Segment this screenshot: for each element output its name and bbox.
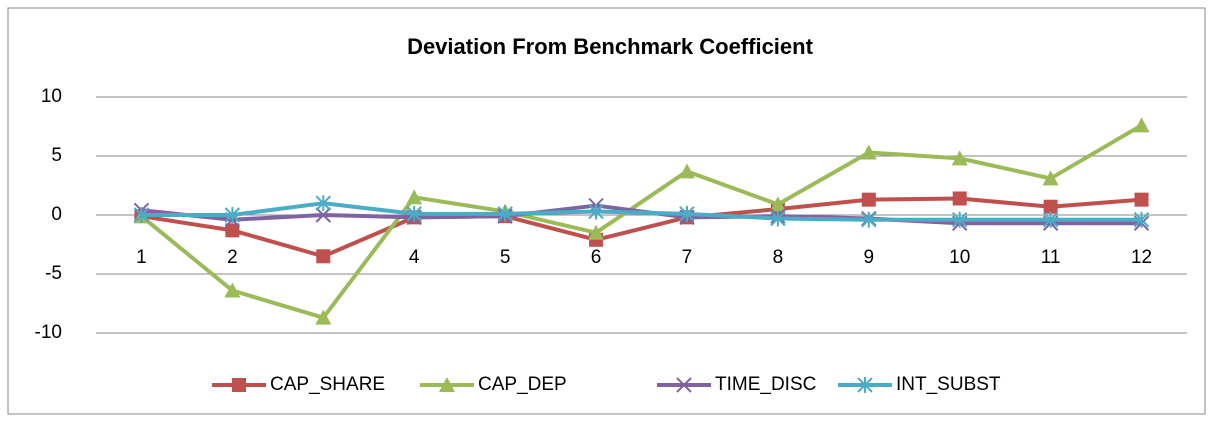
- marker: [860, 144, 877, 160]
- marker: [224, 207, 241, 223]
- x-tick-label: 1: [136, 247, 147, 268]
- marker: [1133, 117, 1150, 133]
- x-tick-label: 5: [500, 247, 511, 268]
- series-line: [140, 123, 1143, 320]
- x-tick-label: 2: [227, 247, 238, 268]
- x-tick-label: 6: [591, 247, 602, 268]
- y-tick-label: 10: [41, 86, 62, 107]
- x-tick-label: 4: [409, 247, 420, 268]
- marker: [1043, 199, 1058, 214]
- marker: [316, 249, 331, 264]
- legend-label: TIME_DISC: [715, 374, 816, 395]
- marker: [588, 224, 605, 240]
- marker: [315, 309, 332, 325]
- marker: [861, 211, 877, 228]
- series-line: [141, 201, 1142, 222]
- marker: [224, 282, 241, 298]
- marker: [1133, 211, 1150, 228]
- marker: [406, 189, 423, 205]
- marker: [769, 196, 786, 212]
- marker: [951, 150, 968, 166]
- series-line: [141, 196, 1142, 259]
- legend-label: INT_SUBST: [896, 374, 1001, 395]
- y-tick-label: -10: [35, 322, 62, 343]
- x-tick-label: 12: [1131, 247, 1152, 268]
- marker: [588, 203, 604, 220]
- x-tick-label: 8: [773, 247, 784, 268]
- marker: [225, 223, 240, 238]
- legend-label: CAP_SHARE: [270, 374, 385, 395]
- legend-marker: [676, 377, 692, 393]
- marker: [497, 205, 513, 222]
- y-tick-label: 0: [51, 204, 62, 225]
- marker: [133, 207, 150, 223]
- marker: [315, 195, 331, 212]
- legend-marker: [857, 377, 873, 393]
- marker: [679, 205, 695, 222]
- marker: [406, 205, 422, 222]
- y-tick-label: -5: [45, 263, 62, 284]
- marker: [952, 211, 968, 228]
- legend-marker: [439, 377, 455, 392]
- marker: [952, 191, 967, 206]
- legend-marker: [232, 378, 246, 392]
- marker: [770, 210, 786, 227]
- marker: [1134, 192, 1149, 207]
- marker: [1042, 170, 1059, 186]
- x-tick-label: 9: [864, 247, 875, 268]
- x-tick-label: 7: [682, 247, 693, 268]
- x-tick-label: 11: [1041, 247, 1061, 268]
- y-tick-label: 5: [51, 145, 62, 166]
- legend-label: CAP_DEP: [478, 374, 567, 395]
- chart-title: Deviation From Benchmark Coefficient: [407, 34, 814, 59]
- x-tick-label: 10: [949, 247, 970, 268]
- marker: [678, 163, 695, 179]
- marker: [315, 207, 331, 223]
- marker: [1042, 211, 1059, 228]
- marker: [861, 192, 876, 207]
